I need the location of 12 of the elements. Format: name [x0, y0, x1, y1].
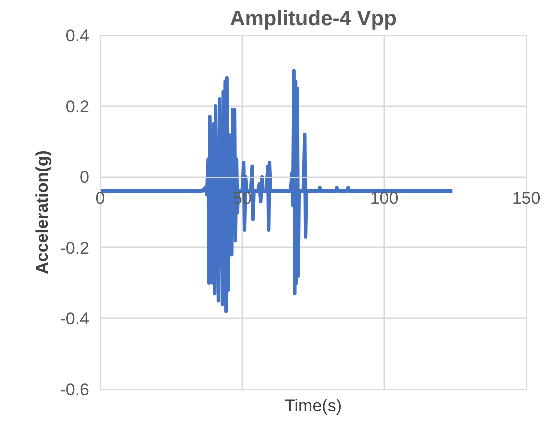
x-axis-title: Time(s) — [285, 396, 342, 416]
y-tick-label: 0 — [80, 168, 90, 188]
chart-title: Amplitude-4 Vpp — [230, 8, 397, 30]
y-axis-title: Acceleration(g) — [33, 150, 52, 274]
y-tick-label: -0.6 — [60, 380, 90, 400]
x-tick-label: 0 — [96, 189, 106, 208]
y-tick-label: -0.4 — [60, 310, 90, 329]
y-tick-label: -0.2 — [60, 238, 90, 258]
x-tick-label: 150 — [512, 189, 541, 208]
y-tick-label: 0.2 — [66, 97, 90, 116]
y-tick-label: 0.4 — [66, 26, 90, 46]
x-tick-label: 100 — [370, 189, 399, 208]
